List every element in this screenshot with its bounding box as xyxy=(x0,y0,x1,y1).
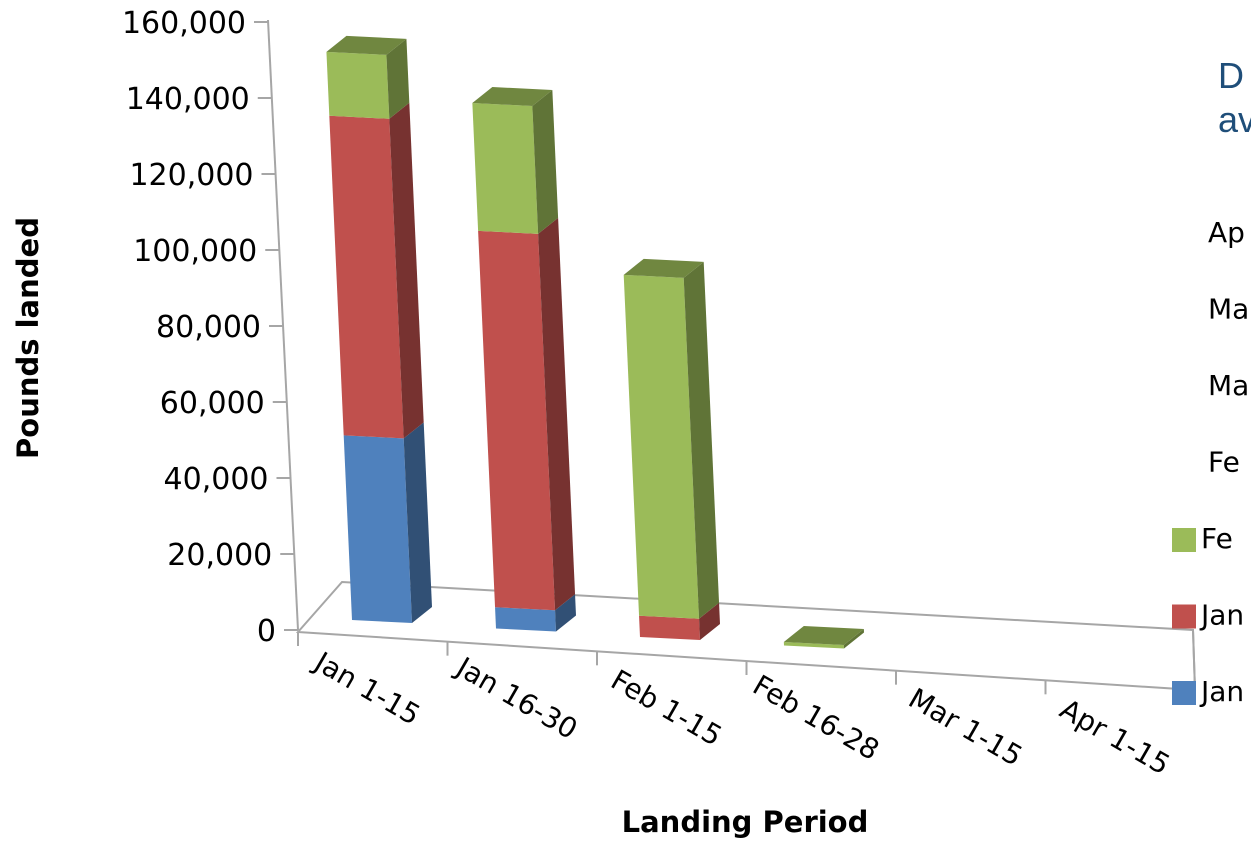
x-tick-label: Jan 16-30 xyxy=(449,650,583,746)
floor-right-edge xyxy=(1192,629,1196,691)
x-tick-label: Apr 1-15 xyxy=(1054,692,1175,781)
y-axis-label: Pounds landed xyxy=(11,217,45,459)
x-tick-label: Jan 1-15 xyxy=(307,644,425,731)
x-tick-label: Feb 1-15 xyxy=(605,663,727,753)
bar-segment xyxy=(639,602,720,640)
bar-segment xyxy=(623,258,720,619)
chart-title-line: av xyxy=(1218,99,1251,140)
legend-label: Ma xyxy=(1208,293,1249,326)
legend-label: Ma xyxy=(1208,369,1249,402)
y-tick-label: 160,000 xyxy=(122,6,246,41)
y-tick-label: 80,000 xyxy=(156,310,261,345)
x-tick-label: Feb 16-28 xyxy=(747,668,885,767)
legend-entry: Ap xyxy=(1208,216,1245,249)
legend-label: Fe xyxy=(1201,522,1233,555)
x-axis-label: Landing Period xyxy=(622,805,869,839)
y-axis-ticks: 0 20,000 40,000 60,000 80,000 100,000 120,000 1… xyxy=(122,6,298,649)
legend-label: Ap xyxy=(1208,216,1245,249)
bar-segment xyxy=(343,422,432,623)
legend-entry: Jan xyxy=(1172,675,1244,708)
y-tick-label: 60,000 xyxy=(160,386,265,421)
legend-entry: Ma xyxy=(1208,369,1249,402)
legend-label: Fe xyxy=(1208,446,1240,479)
bar-segment xyxy=(326,35,410,119)
legend-swatch xyxy=(1172,528,1196,552)
legend-entry: Fe xyxy=(1172,522,1233,555)
bar-segment xyxy=(783,625,864,649)
legend-swatch xyxy=(1172,681,1196,705)
bar-segment xyxy=(472,87,559,234)
legend-swatch xyxy=(1172,604,1196,629)
y-tick-label: 120,000 xyxy=(129,158,253,193)
bars xyxy=(326,35,864,649)
x-tick-label: Mar 1-15 xyxy=(903,682,1028,773)
legend: Ap Ma Ma Fe Fe Jan Jan xyxy=(1172,216,1249,708)
bar-segment xyxy=(495,594,576,632)
y-tick-label: 100,000 xyxy=(133,234,257,269)
x-axis-ticks: Jan 1-15 Jan 16-30 Feb 1-15 Feb 16-28 Mar 1-… xyxy=(297,632,1196,781)
legend-label: Jan xyxy=(1199,675,1244,708)
chart-title: Dav xyxy=(1218,55,1251,140)
y-tick-label: 140,000 xyxy=(126,82,250,117)
chart-title-line: D xyxy=(1218,55,1244,96)
bar-segment xyxy=(329,102,424,439)
legend-entry: Ma xyxy=(1208,293,1249,326)
y-tick-label: 0 xyxy=(257,614,276,649)
legend-entry: Fe xyxy=(1208,446,1240,479)
y-tick-label: 40,000 xyxy=(164,462,269,497)
y-tick-label: 20,000 xyxy=(167,538,272,573)
legend-entry: Jan xyxy=(1172,599,1244,632)
bar-segment xyxy=(478,217,576,611)
legend-label: Jan xyxy=(1199,599,1244,632)
